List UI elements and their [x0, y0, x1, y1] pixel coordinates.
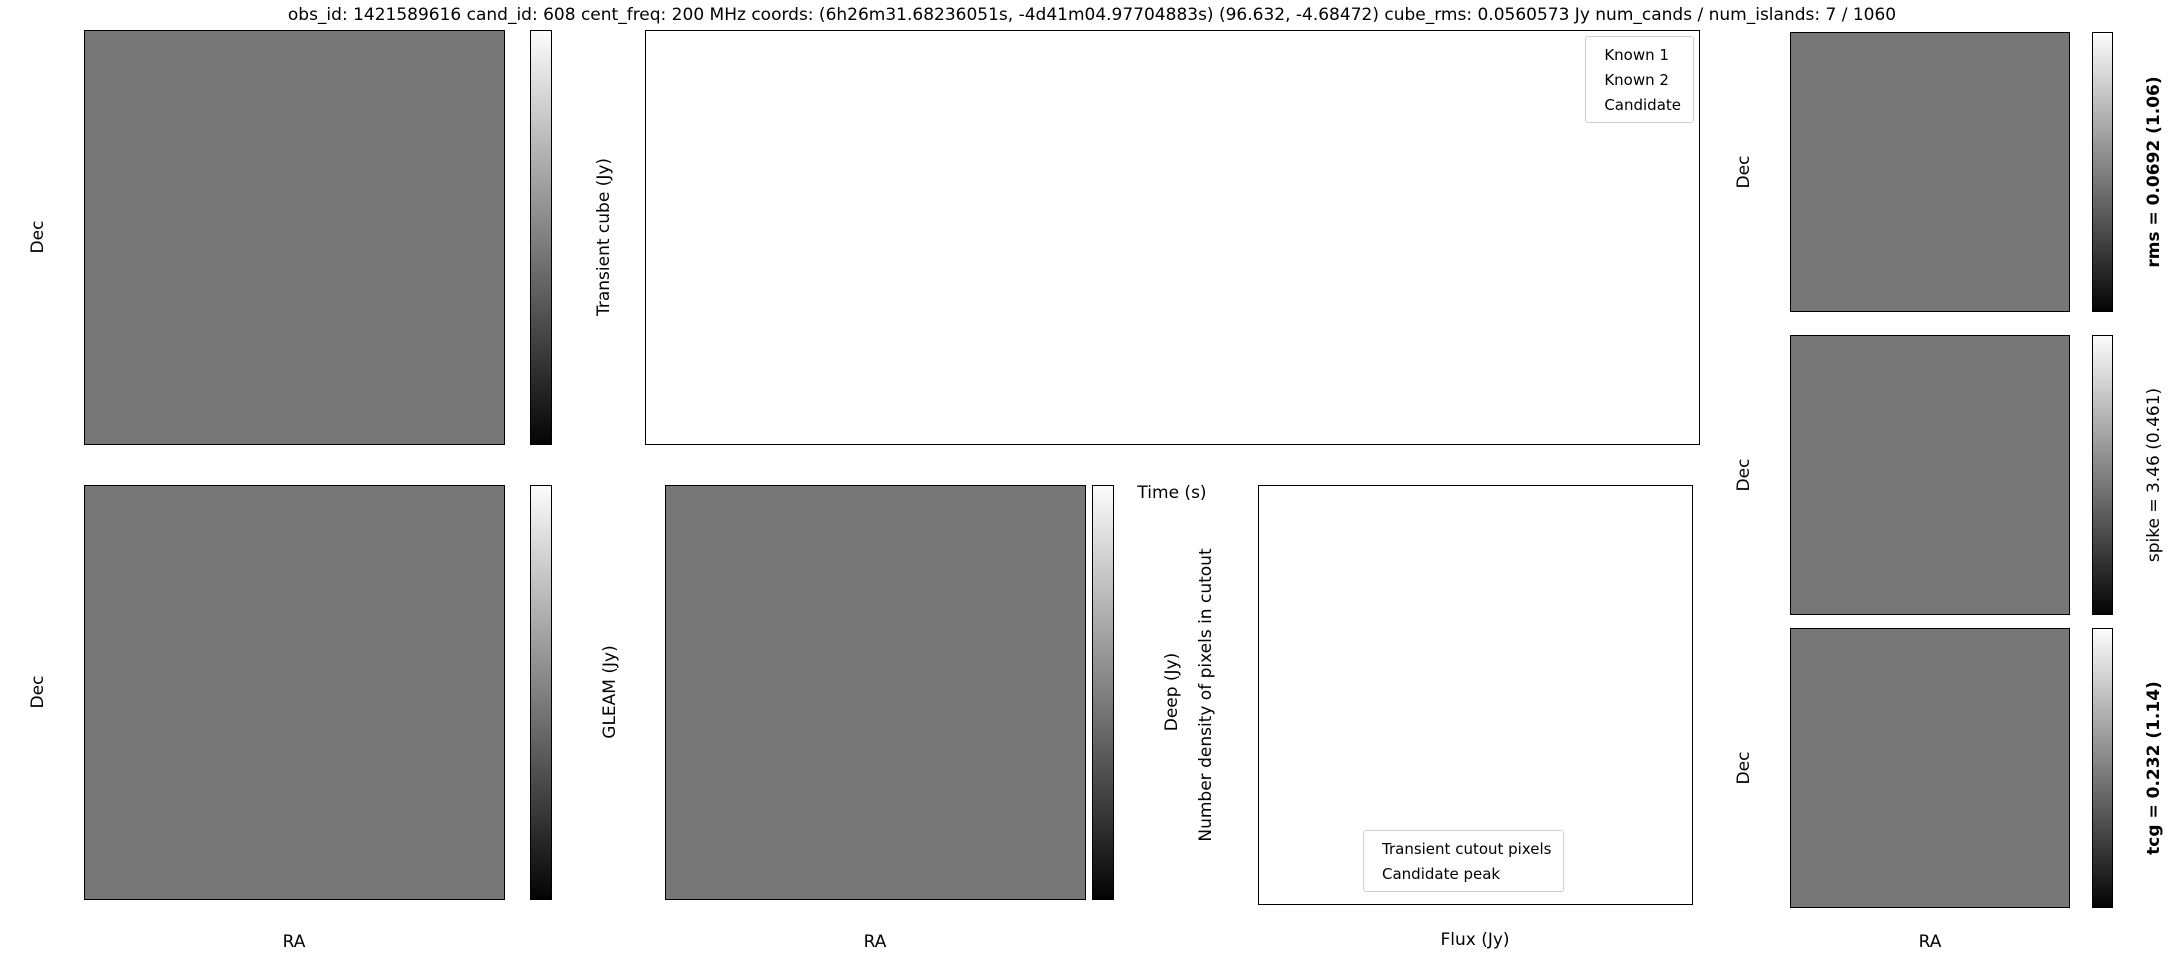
spike-panel — [1790, 335, 2070, 615]
legend-label: Candidate — [1604, 95, 1681, 114]
legend-entry-known1: Known 1 — [1595, 42, 1681, 67]
legend-label: Known 2 — [1604, 70, 1669, 89]
rms-colorbar — [2092, 32, 2113, 312]
dec-axis-label: Dec — [1734, 155, 1754, 189]
dec-axis-label: Dec — [1734, 458, 1754, 492]
legend-label: Transient cutout pixels — [1382, 839, 1552, 858]
flux-histogram-panel: Transient cutout pixels Candidate peak — [1258, 485, 1693, 905]
dec-axis-label: Dec — [28, 675, 48, 709]
legend-label: Known 1 — [1604, 45, 1669, 64]
flux-axis-label: Flux (Jy) — [1440, 930, 1510, 950]
gleam-colorbar — [530, 485, 552, 900]
lightcurve-plot — [646, 31, 1699, 444]
ra-axis-label: RA — [863, 932, 887, 952]
legend-entry-candidate: Candidate — [1595, 92, 1681, 117]
gleam-panel — [84, 485, 505, 900]
transient-cube-colorbar — [530, 30, 552, 445]
rms-colorbar-label: rms = 0.0692 (1.06) — [2144, 76, 2164, 268]
gleam-colorbar-label: GLEAM (Jy) — [600, 645, 620, 739]
transient-cube-colorbar-label: Transient cube (Jy) — [594, 157, 614, 317]
spike-colorbar — [2092, 335, 2113, 615]
dec-axis-label: Dec — [28, 220, 48, 254]
legend-entry-known2: Known 2 — [1595, 67, 1681, 92]
lightcurve-legend: Known 1 Known 2 Candidate — [1585, 36, 1694, 123]
transient-cube-panel — [84, 30, 505, 445]
legend-entry-cutout-pixels: Transient cutout pixels — [1373, 836, 1551, 861]
spike-colorbar-label: spike = 3.46 (0.461) — [2144, 387, 2164, 563]
tcg-colorbar-label: tcg = 0.232 (1.14) — [2144, 681, 2164, 855]
lightcurve-panel: Known 1 Known 2 Candidate — [645, 30, 1700, 445]
tcg-colorbar — [2092, 628, 2113, 908]
rms-panel — [1790, 32, 2070, 312]
dec-axis-label: Dec — [1734, 751, 1754, 785]
figure-title: obs_id: 1421589616 cand_id: 608 cent_fre… — [287, 5, 1897, 25]
legend-label: Candidate peak — [1382, 864, 1501, 883]
histogram-y-axis-label: Number density of pixels in cutout — [1196, 548, 1216, 842]
legend-entry-candidate-peak: Candidate peak — [1373, 861, 1551, 886]
histogram-legend: Transient cutout pixels Candidate peak — [1363, 830, 1565, 892]
deep-image-panel — [665, 485, 1086, 900]
deep-colorbar-label: Deep (Jy) — [1162, 652, 1182, 732]
time-axis-label: Time (s) — [1137, 483, 1207, 503]
deep-colorbar — [1092, 485, 1114, 900]
tcg-panel — [1790, 628, 2070, 908]
ra-axis-label: RA — [282, 932, 306, 952]
ra-axis-label: RA — [1918, 932, 1942, 952]
